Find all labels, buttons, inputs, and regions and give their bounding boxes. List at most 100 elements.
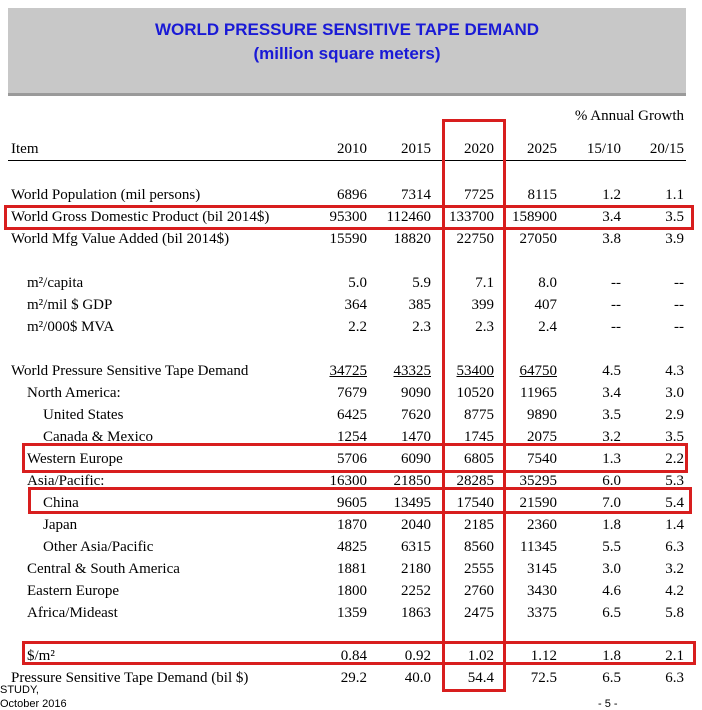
table-cell: 0.84 [340, 648, 367, 664]
table-cell: 3.2 [602, 429, 621, 445]
table-cell: 95300 [329, 209, 368, 225]
row-label-m-capita: m²/capita [27, 275, 84, 291]
table-cell: 54.4 [467, 670, 494, 686]
table-cell: 3.8 [602, 231, 621, 247]
highlight-china-row [28, 487, 692, 514]
table-cell: 1359 [337, 605, 367, 621]
row-label-asia-pacific: Asia/Pacific: [27, 473, 105, 489]
table-cell: 2.9 [665, 407, 684, 423]
table-cell: 1863 [401, 605, 431, 621]
table-cell: 1.8 [602, 648, 621, 664]
table-cell: 1870 [337, 517, 367, 533]
table-cell: 1.2 [602, 187, 621, 203]
table-cell: 407 [534, 297, 558, 313]
row-label-world-pressure-sensitive-tape-demand: World Pressure Sensitive Tape Demand [11, 363, 249, 379]
table-cell: 72.5 [530, 670, 557, 686]
table-cell: 5.3 [665, 473, 684, 489]
table-cell: -- [674, 319, 684, 335]
row-label-world-population-mil-persons: World Population (mil persons) [11, 187, 201, 203]
table-cell: 7.1 [475, 275, 494, 291]
table-cell: 2.3 [412, 319, 431, 335]
table-cell: 3.9 [665, 231, 684, 247]
table-cell: 1745 [464, 429, 494, 445]
table-cell: -- [611, 275, 621, 291]
row-label-other-asia-pacific: Other Asia/Pacific [43, 539, 154, 555]
table-cell: 7679 [337, 385, 367, 401]
row-label-japan: Japan [43, 517, 78, 533]
table-cell: 3430 [527, 583, 557, 599]
row-label-china: China [43, 495, 79, 511]
table-cell: 1.02 [467, 648, 494, 664]
row-label-m-mil-gdp: m²/mil $ GDP [27, 297, 113, 313]
table-cell: 6896 [337, 187, 367, 203]
table-cell: 17540 [456, 495, 495, 511]
table-cell: 9890 [527, 407, 557, 423]
row-label-world-gross-domestic-product-bil-2014: World Gross Domestic Product (bil 2014$) [11, 209, 270, 225]
table-cell: 2.1 [665, 648, 684, 664]
table-cell: 3.2 [665, 561, 684, 577]
table-cell: 21590 [519, 495, 558, 511]
table-cell: 1470 [401, 429, 431, 445]
table-cell: 7314 [401, 187, 431, 203]
table-cell: -- [611, 297, 621, 313]
table-cell: 2040 [401, 517, 431, 533]
table-cell: 7.0 [602, 495, 621, 511]
table-cell: 2.2 [348, 319, 367, 335]
table-cell: 3.0 [602, 561, 621, 577]
header-rule [8, 160, 686, 161]
table-cell: 16300 [329, 473, 368, 489]
table-cell: 6.5 [602, 670, 621, 686]
row-label-united-states: United States [43, 407, 124, 423]
table-cell: 35295 [519, 473, 558, 489]
table-cell: 3.0 [665, 385, 684, 401]
column-header-item: Item [11, 141, 39, 157]
table-cell: 2475 [464, 605, 494, 621]
table-cell: 64750 [519, 363, 558, 379]
table-cell: 133700 [449, 209, 494, 225]
table-cell: 3.5 [665, 209, 684, 225]
table-cell: 6805 [464, 451, 494, 467]
table-cell: 4825 [337, 539, 367, 555]
table-cell: 7540 [527, 451, 557, 467]
table-cell: 6.3 [665, 670, 684, 686]
table-cell: 11965 [520, 385, 557, 401]
table-cell: 6315 [401, 539, 431, 555]
title-banner: WORLD PRESSURE SENSITIVE TAPE DEMAND (mi… [8, 8, 686, 96]
table-cell: 8.0 [538, 275, 557, 291]
table-cell: 8775 [464, 407, 494, 423]
table-cell: 6425 [337, 407, 367, 423]
table-cell: 8560 [464, 539, 494, 555]
table-cell: 53400 [456, 363, 495, 379]
table-cell: 5.5 [602, 539, 621, 555]
table-cell: 3.5 [665, 429, 684, 445]
table-cell: 1.8 [602, 517, 621, 533]
column-header-2010: 2010 [337, 141, 367, 157]
row-label-pressure-sensitive-tape-demand-bil: Pressure Sensitive Tape Demand (bil $) [11, 670, 249, 686]
table-cell: 3375 [527, 605, 557, 621]
table-cell: 13495 [393, 495, 432, 511]
table-cell: 43325 [393, 363, 432, 379]
highlight-gdp-row [4, 205, 694, 230]
table-cell: 29.2 [340, 670, 367, 686]
table-cell: 27050 [519, 231, 558, 247]
table-cell: 385 [408, 297, 432, 313]
table-cell: 7725 [464, 187, 494, 203]
highlight-price-row [22, 641, 696, 665]
table-cell: 34725 [329, 363, 368, 379]
row-label-m-000-mva: m²/000$ MVA [27, 319, 115, 335]
table-cell: 5.8 [665, 605, 684, 621]
table-cell: 3.4 [602, 385, 621, 401]
table-cell: 9605 [337, 495, 367, 511]
row-label-central-south-america: Central & South America [27, 561, 180, 577]
footer-page-number: - 5 - [598, 698, 618, 710]
table-cell: 11345 [520, 539, 557, 555]
table-cell: 2252 [401, 583, 431, 599]
row-label-canada-mexico: Canada & Mexico [43, 429, 153, 445]
table-cell: 1254 [337, 429, 367, 445]
row-label-m: $/m² [27, 648, 55, 664]
row-label-north-america: North America: [27, 385, 121, 401]
table-cell: 3.4 [602, 209, 621, 225]
table-cell: 2.2 [665, 451, 684, 467]
table-cell: 1.3 [602, 451, 621, 467]
column-header-15-10: 15/10 [586, 141, 621, 157]
